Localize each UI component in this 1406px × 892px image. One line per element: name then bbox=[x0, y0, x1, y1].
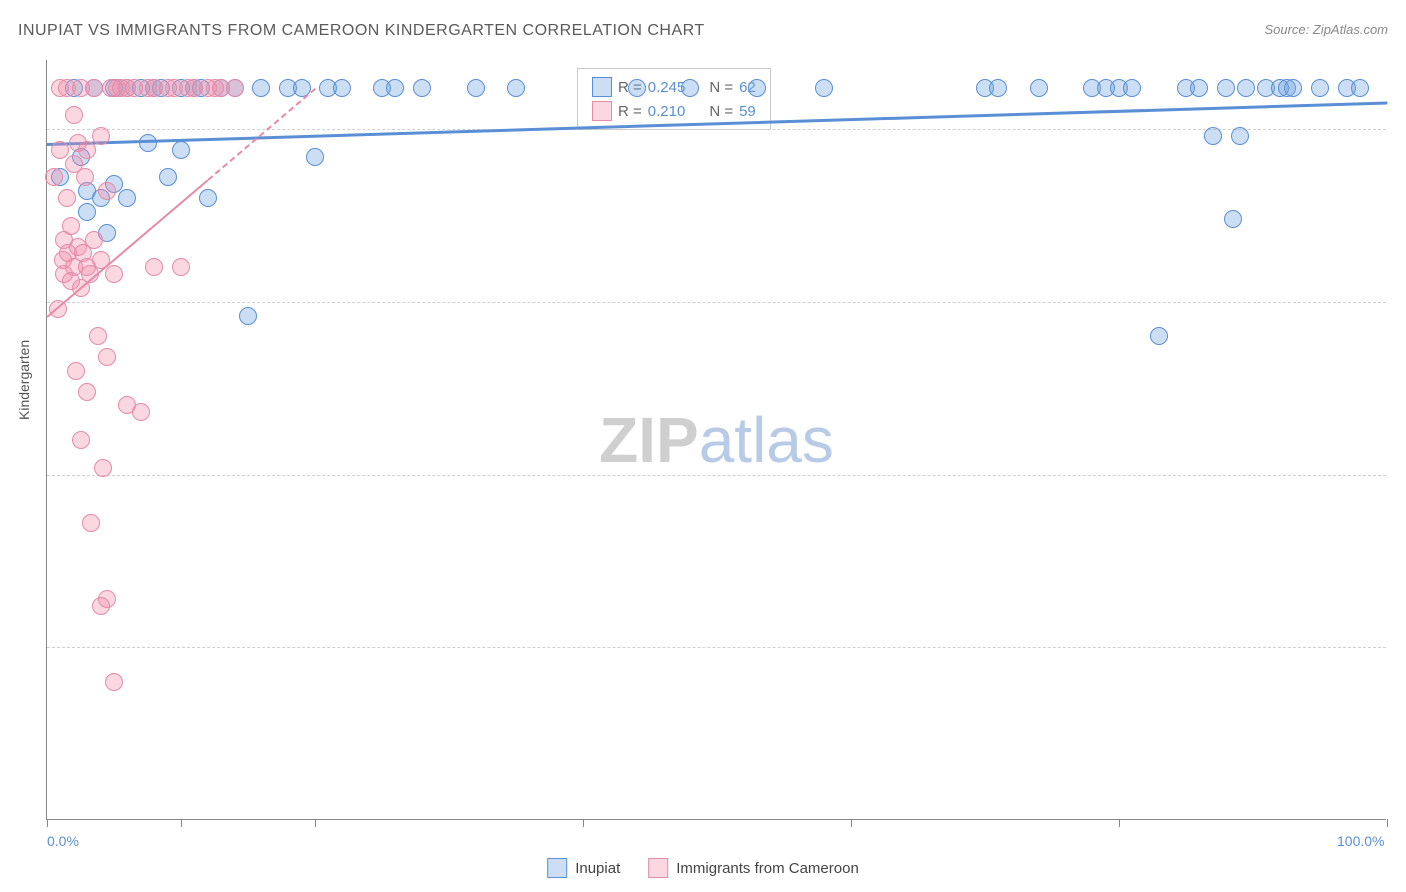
watermark-part1: ZIP bbox=[599, 404, 699, 476]
x-tick-label: 0.0% bbox=[47, 833, 79, 849]
data-point bbox=[118, 189, 136, 207]
data-point bbox=[1224, 210, 1242, 228]
chart-title: INUPIAT VS IMMIGRANTS FROM CAMEROON KIND… bbox=[18, 22, 705, 40]
data-point bbox=[62, 217, 80, 235]
x-tick-label: 100.0% bbox=[1337, 833, 1384, 849]
source-attribution: Source: ZipAtlas.com bbox=[1264, 22, 1388, 37]
legend-row: R =0.245N =62 bbox=[592, 75, 756, 99]
data-point bbox=[1237, 79, 1255, 97]
legend-r-value: 0.210 bbox=[648, 103, 686, 120]
data-point bbox=[386, 79, 404, 97]
data-point bbox=[226, 79, 244, 97]
data-point bbox=[1030, 79, 1048, 97]
data-point bbox=[76, 168, 94, 186]
x-tick bbox=[583, 819, 584, 827]
data-point bbox=[413, 79, 431, 97]
bottom-legend-item: Immigrants from Cameroon bbox=[648, 858, 859, 878]
data-point bbox=[78, 141, 96, 159]
legend-swatch bbox=[592, 77, 612, 97]
data-point bbox=[98, 182, 116, 200]
data-point bbox=[1150, 327, 1168, 345]
data-point bbox=[72, 431, 90, 449]
data-point bbox=[78, 203, 96, 221]
data-point bbox=[98, 348, 116, 366]
gridline-h bbox=[47, 647, 1386, 648]
x-tick bbox=[47, 819, 48, 827]
data-point bbox=[1190, 79, 1208, 97]
data-point bbox=[94, 459, 112, 477]
scatter-plot-area: ZIPatlas R =0.245N =62R =0.210N =59 92.5… bbox=[46, 60, 1386, 820]
data-point bbox=[159, 168, 177, 186]
data-point bbox=[85, 231, 103, 249]
data-point bbox=[1204, 127, 1222, 145]
data-point bbox=[989, 79, 1007, 97]
data-point bbox=[92, 127, 110, 145]
gridline-h bbox=[47, 302, 1386, 303]
series-legend: Inupiat Immigrants from Cameroon bbox=[547, 858, 859, 878]
data-point bbox=[1311, 79, 1329, 97]
data-point bbox=[58, 189, 76, 207]
data-point bbox=[681, 79, 699, 97]
data-point bbox=[467, 79, 485, 97]
data-point bbox=[1231, 127, 1249, 145]
gridline-h bbox=[47, 129, 1386, 130]
data-point bbox=[1351, 79, 1369, 97]
legend-swatch bbox=[592, 101, 612, 121]
data-point bbox=[1284, 79, 1302, 97]
data-point bbox=[67, 362, 85, 380]
data-point bbox=[172, 141, 190, 159]
data-point bbox=[145, 258, 163, 276]
legend-r-value: 0.245 bbox=[648, 79, 686, 96]
data-point bbox=[78, 383, 96, 401]
bottom-legend-label: Inupiat bbox=[575, 860, 620, 877]
x-tick bbox=[315, 819, 316, 827]
data-point bbox=[507, 79, 525, 97]
x-tick bbox=[1387, 819, 1388, 827]
data-point bbox=[199, 189, 217, 207]
legend-n-label: N = bbox=[709, 79, 733, 96]
data-point bbox=[748, 79, 766, 97]
data-point bbox=[1123, 79, 1141, 97]
x-tick bbox=[851, 819, 852, 827]
data-point bbox=[65, 106, 83, 124]
data-point bbox=[306, 148, 324, 166]
legend-swatch bbox=[648, 858, 668, 878]
data-point bbox=[172, 258, 190, 276]
legend-n-value: 59 bbox=[739, 103, 756, 120]
watermark: ZIPatlas bbox=[599, 403, 834, 477]
data-point bbox=[239, 307, 257, 325]
gridline-h bbox=[47, 475, 1386, 476]
legend-r-label: R = bbox=[618, 103, 642, 120]
data-point bbox=[45, 168, 63, 186]
y-axis-title: Kindergarten bbox=[16, 340, 32, 420]
x-tick bbox=[181, 819, 182, 827]
data-point bbox=[82, 514, 100, 532]
data-point bbox=[1217, 79, 1235, 97]
data-point bbox=[333, 79, 351, 97]
watermark-part2: atlas bbox=[699, 404, 834, 476]
data-point bbox=[252, 79, 270, 97]
legend-n-label: N = bbox=[709, 103, 733, 120]
x-tick bbox=[1119, 819, 1120, 827]
data-point bbox=[132, 403, 150, 421]
data-point bbox=[85, 79, 103, 97]
legend-row: R = 0.210 N = 59 bbox=[592, 99, 756, 123]
data-point bbox=[89, 327, 107, 345]
data-point bbox=[105, 673, 123, 691]
data-point bbox=[98, 590, 116, 608]
bottom-legend-label: Immigrants from Cameroon bbox=[676, 860, 859, 877]
data-point bbox=[628, 79, 646, 97]
data-point bbox=[105, 265, 123, 283]
data-point bbox=[815, 79, 833, 97]
bottom-legend-item: Inupiat bbox=[547, 858, 620, 878]
legend-swatch bbox=[547, 858, 567, 878]
